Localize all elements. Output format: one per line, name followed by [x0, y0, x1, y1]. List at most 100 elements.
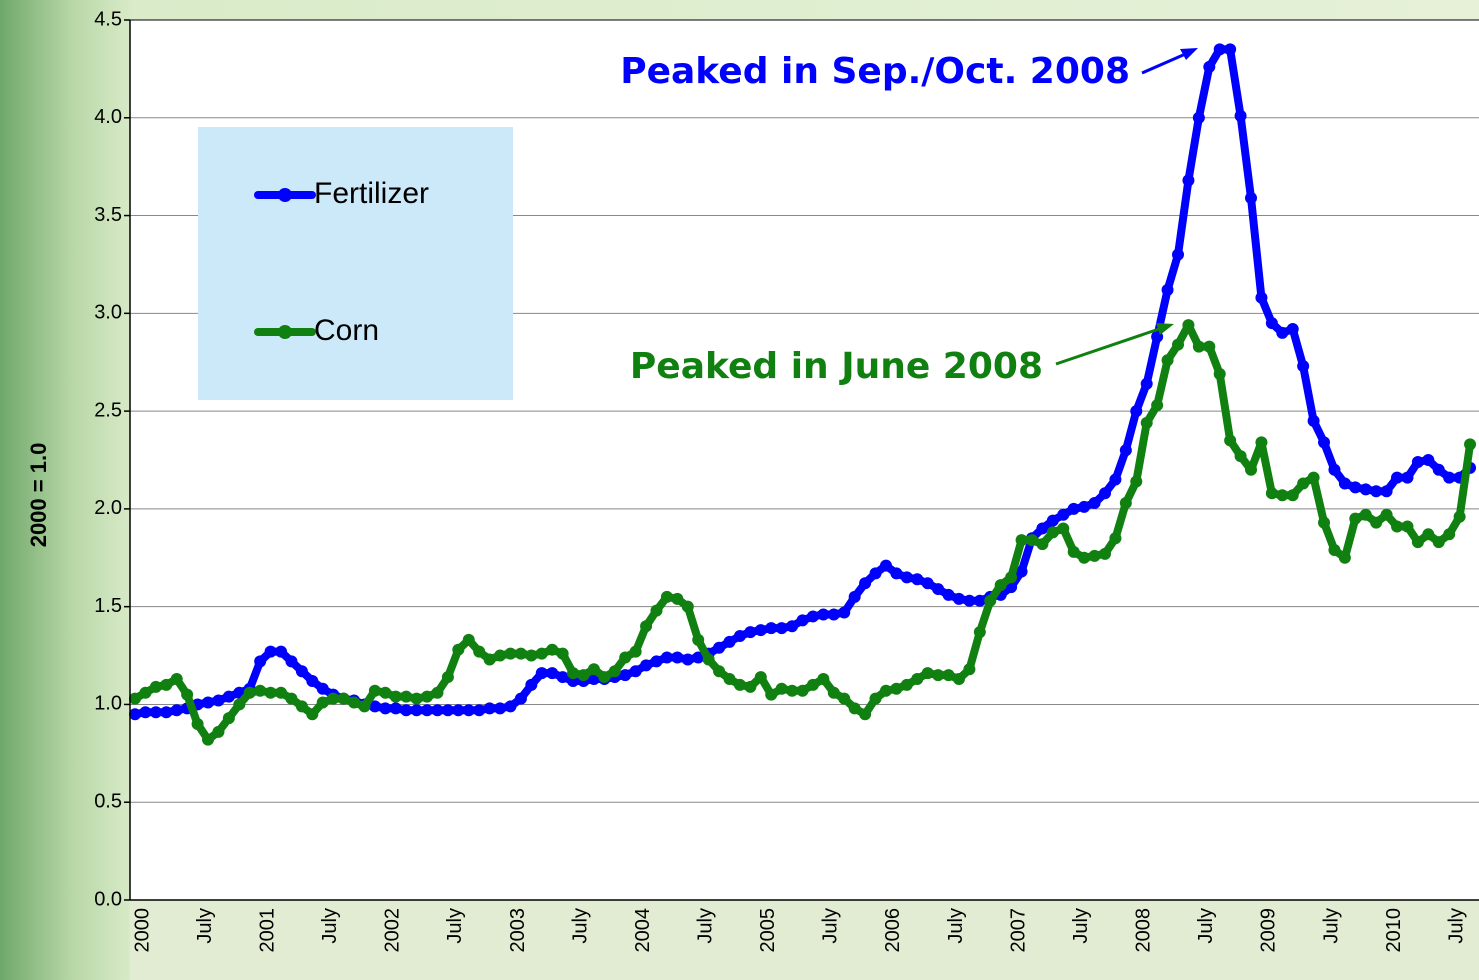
data-point [160, 678, 173, 691]
data-point [170, 704, 183, 717]
data-point [1172, 338, 1184, 351]
data-point [1245, 463, 1258, 476]
annotation-arrowhead [1180, 48, 1198, 60]
data-point [264, 645, 277, 658]
data-point [890, 682, 903, 695]
data-point [1411, 536, 1424, 549]
data-point [1349, 481, 1362, 494]
x-tick-label: July [1320, 908, 1342, 944]
data-point [1015, 534, 1028, 547]
data-point [1401, 520, 1414, 533]
data-point [546, 667, 559, 680]
data-point [1130, 405, 1143, 418]
data-point [441, 704, 454, 717]
data-point [473, 645, 486, 658]
data-point [1391, 471, 1404, 484]
data-point [963, 594, 976, 607]
data-point [1422, 454, 1435, 466]
data-point [1297, 477, 1310, 490]
data-point [1067, 545, 1080, 558]
data-point [692, 633, 705, 646]
data-point [942, 588, 955, 601]
data-point [619, 669, 632, 682]
data-point [160, 706, 173, 719]
data-point [275, 645, 288, 658]
x-tick-label: July [444, 908, 466, 944]
data-point [264, 686, 277, 699]
data-point [598, 671, 611, 684]
data-point [295, 700, 308, 713]
data-point [942, 669, 955, 682]
x-axis-band [130, 900, 1479, 980]
data-point [1005, 571, 1018, 584]
data-point [1203, 340, 1216, 353]
data-point [567, 667, 580, 680]
data-point [1140, 416, 1153, 429]
data-point [222, 690, 235, 703]
data-point [462, 704, 475, 717]
data-point [129, 692, 141, 705]
data-point [243, 686, 256, 699]
data-point [149, 706, 162, 719]
data-point [994, 579, 1007, 592]
x-tick-label: 2003 [507, 908, 529, 953]
data-point [650, 655, 663, 668]
data-point [681, 600, 694, 613]
data-point [1307, 471, 1320, 484]
data-point [1318, 516, 1331, 529]
data-point [316, 696, 329, 709]
data-point [1286, 489, 1299, 502]
x-tick-label: 2005 [757, 908, 779, 953]
y-tick-label: 4.5 [94, 8, 122, 30]
data-point [535, 667, 548, 680]
data-point [1370, 485, 1383, 498]
data-point [723, 673, 736, 686]
data-point [410, 704, 423, 717]
data-point [212, 694, 225, 707]
data-point [1286, 322, 1299, 335]
series-group [129, 43, 1477, 746]
data-point [295, 665, 308, 678]
data-point [671, 592, 684, 605]
data-point [139, 706, 152, 719]
x-tick-label: 2010 [1383, 908, 1405, 953]
data-point [1213, 43, 1226, 56]
data-point [1140, 377, 1153, 390]
data-point [1276, 326, 1289, 339]
data-point [327, 692, 340, 705]
x-tick-label: 2009 [1258, 908, 1280, 953]
data-point [660, 590, 673, 603]
data-point [932, 669, 945, 682]
data-point [1265, 487, 1278, 500]
data-point [1297, 360, 1310, 373]
data-point [775, 622, 788, 635]
data-point [389, 702, 402, 715]
data-point [1318, 436, 1331, 449]
x-tick-label: July [820, 908, 842, 944]
data-point [441, 671, 454, 684]
data-point [1255, 436, 1268, 449]
data-point [1391, 520, 1404, 533]
x-tick-label: July [194, 908, 216, 944]
data-point [285, 692, 298, 705]
data-point [660, 651, 673, 664]
data-point [546, 643, 559, 656]
data-point [744, 626, 757, 639]
data-point [1245, 191, 1258, 204]
data-point [202, 733, 215, 746]
data-point [170, 673, 183, 686]
data-point [806, 678, 819, 691]
data-point [827, 608, 840, 621]
data-point [368, 684, 381, 697]
data-point [254, 684, 267, 697]
data-point [379, 686, 392, 699]
data-point [316, 682, 329, 695]
data-point [1422, 528, 1435, 541]
data-point [1151, 399, 1164, 412]
data-point [379, 702, 392, 715]
data-point [733, 630, 746, 642]
annotation-arrowhead [1156, 323, 1174, 335]
data-point [139, 686, 152, 699]
data-point [900, 571, 913, 584]
